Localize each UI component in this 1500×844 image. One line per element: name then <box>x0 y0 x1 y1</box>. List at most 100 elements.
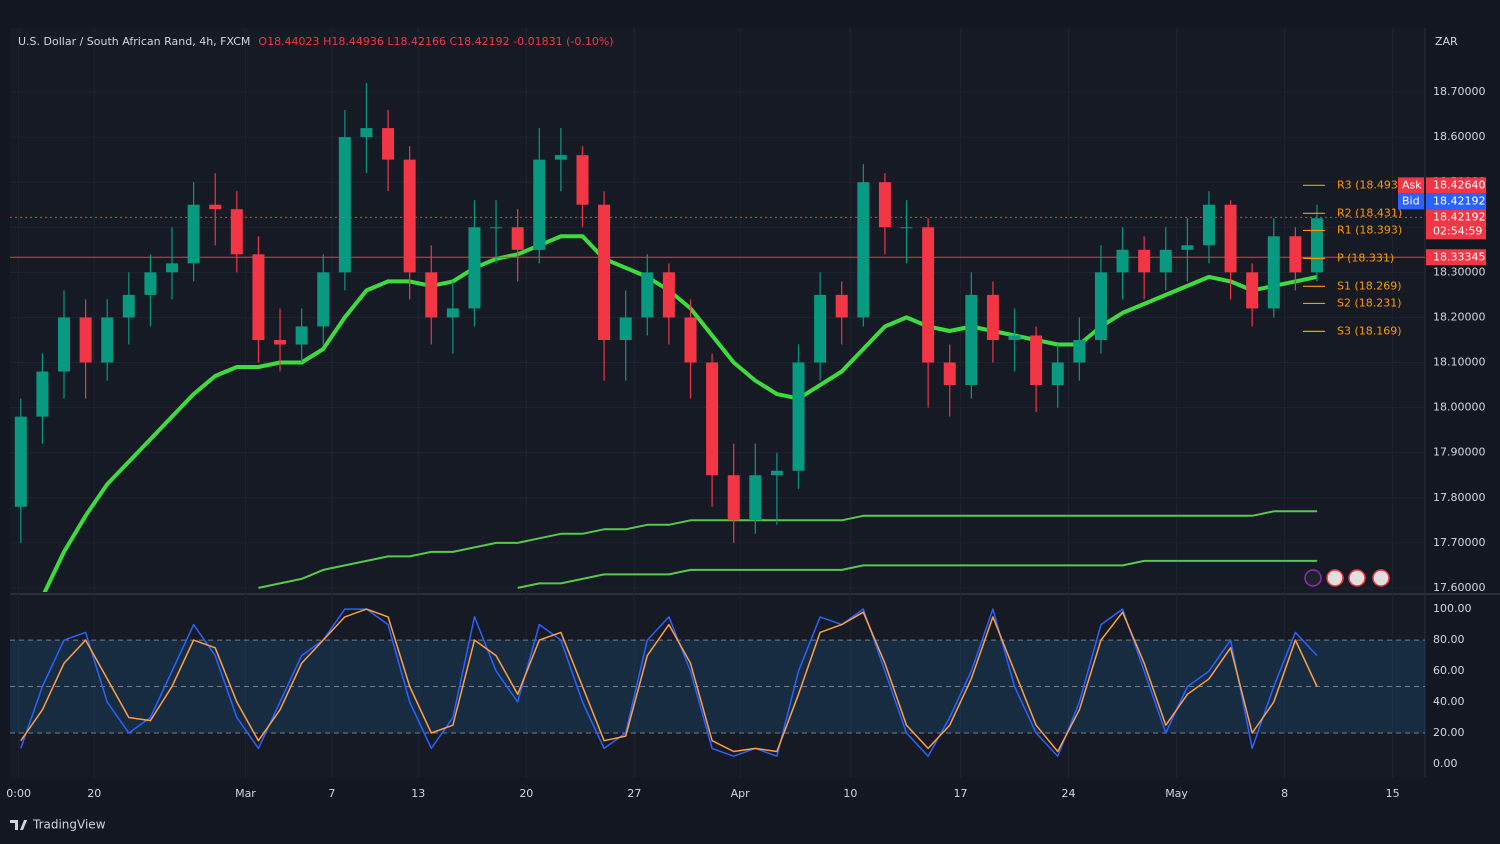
candle-body <box>878 182 891 228</box>
y-tick-label: 17.80000 <box>1433 491 1486 504</box>
candle-body <box>166 263 179 273</box>
bid-tag: Bid <box>1402 194 1420 207</box>
candle-body <box>36 371 49 417</box>
close: C18.42192 <box>449 35 509 48</box>
candle-body <box>554 155 567 160</box>
ask-tag: Ask <box>1402 178 1422 191</box>
ohlc: O18.44023 H18.44936 L18.42166 C18.42192 … <box>258 35 613 48</box>
candle-body <box>598 204 611 340</box>
y-tick-label: 17.90000 <box>1433 446 1486 459</box>
brand-logo <box>10 820 27 830</box>
bid-tag-box <box>1398 193 1424 210</box>
candle-body <box>14 416 27 507</box>
candle-body <box>1181 245 1194 250</box>
current-price-box <box>1426 209 1486 240</box>
candle-body <box>468 227 481 309</box>
candle-body <box>1224 204 1237 273</box>
ask-price-box <box>1426 177 1486 194</box>
candle-body <box>749 475 762 521</box>
candle-body <box>684 317 697 363</box>
osc-tick-label: 60.00 <box>1433 664 1465 677</box>
candle-body <box>403 159 416 273</box>
axes: 0:00 20 Mar 7 13 20 27 Apr 10 17 24 May 8 15 18.70000 1… <box>6 85 1486 800</box>
x-tick-label: Mar <box>235 787 256 800</box>
candle-body <box>1202 204 1215 246</box>
candle-body <box>814 294 827 363</box>
osc-line <box>20 608 1318 753</box>
candle-body <box>338 137 351 273</box>
pivot-label: R3 (18.493) <box>1337 178 1402 191</box>
pivot-label: R1 (18.393) <box>1337 223 1402 236</box>
candle-body <box>1310 218 1323 273</box>
candle-body <box>770 470 783 476</box>
change: -0.01831 (-0.10%) <box>513 35 613 48</box>
moving-average <box>258 510 1317 589</box>
bid-price-box <box>1426 193 1486 210</box>
x-tick-label: 17 <box>954 787 968 800</box>
low: L18.42166 <box>387 35 446 48</box>
currency: ZAR <box>1435 35 1458 48</box>
candle-body <box>792 362 805 471</box>
candle-body <box>382 128 395 160</box>
candle-body <box>986 294 999 340</box>
candle-body <box>576 155 589 205</box>
candle-body <box>144 272 157 295</box>
x-tick-label: 13 <box>411 787 425 800</box>
candle-body <box>1267 236 1280 309</box>
candle-body <box>187 204 200 264</box>
x-tick-label: 8 <box>1281 787 1288 800</box>
line-price: 18.33345 <box>1433 250 1486 263</box>
candle-body <box>706 362 719 476</box>
x-tick-label: 10 <box>843 787 857 800</box>
candle-body <box>835 294 848 318</box>
candle-body <box>230 209 243 255</box>
x-tick-label: 0:00 <box>6 787 31 800</box>
candle-body <box>965 294 978 386</box>
pivot-label: S2 (18.231) <box>1337 296 1402 309</box>
y-tick-label: 18.20000 <box>1433 310 1486 323</box>
candle-body <box>209 204 222 210</box>
y-tick-label: 18.60000 <box>1433 130 1486 143</box>
symbol-title: U.S. Dollar / South African Rand, 4h, FX… <box>18 35 250 48</box>
candle-body <box>922 227 935 363</box>
candle-body <box>79 317 92 363</box>
candle-body <box>252 254 265 340</box>
candle-body <box>943 362 956 386</box>
y-tick-label: 18.00000 <box>1433 401 1486 414</box>
x-tick-label: 20 <box>519 787 533 800</box>
candle-body <box>295 326 308 345</box>
candle-body <box>1073 339 1086 363</box>
x-tick-label: 27 <box>627 787 641 800</box>
event-icons <box>1304 569 1390 587</box>
x-tick-label: 15 <box>1386 787 1400 800</box>
ask-price: 18.42640 <box>1433 178 1486 191</box>
candle-body <box>425 272 438 318</box>
candle-body <box>1246 272 1259 309</box>
y-tick-label: 18.70000 <box>1433 85 1486 98</box>
candle-body <box>533 159 546 250</box>
price-pane <box>10 82 1425 592</box>
countdown: 02:54:59 <box>1433 224 1482 237</box>
y-tick-label: 18.10000 <box>1433 356 1486 369</box>
x-tick-label: Apr <box>731 787 751 800</box>
candle-body <box>1030 335 1043 386</box>
osc-tick-label: 40.00 <box>1433 695 1465 708</box>
x-tick-label: 7 <box>328 787 335 800</box>
oscillator-pane <box>10 608 1425 757</box>
candle-body <box>1094 272 1107 340</box>
candle-body <box>317 272 330 327</box>
osc-band <box>10 640 1425 733</box>
candle-body <box>1289 236 1302 273</box>
candle-body <box>274 339 287 345</box>
bid-price: 18.42192 <box>1433 194 1486 207</box>
candle-body <box>1138 249 1151 273</box>
candle-body <box>122 294 135 318</box>
candle-body <box>446 308 459 318</box>
y-tick-label: 17.70000 <box>1433 536 1486 549</box>
candle-body <box>360 128 373 138</box>
line-price-box <box>1426 249 1486 266</box>
candle-body <box>1051 362 1064 386</box>
candle-body <box>619 317 632 340</box>
candle-body <box>101 317 114 363</box>
